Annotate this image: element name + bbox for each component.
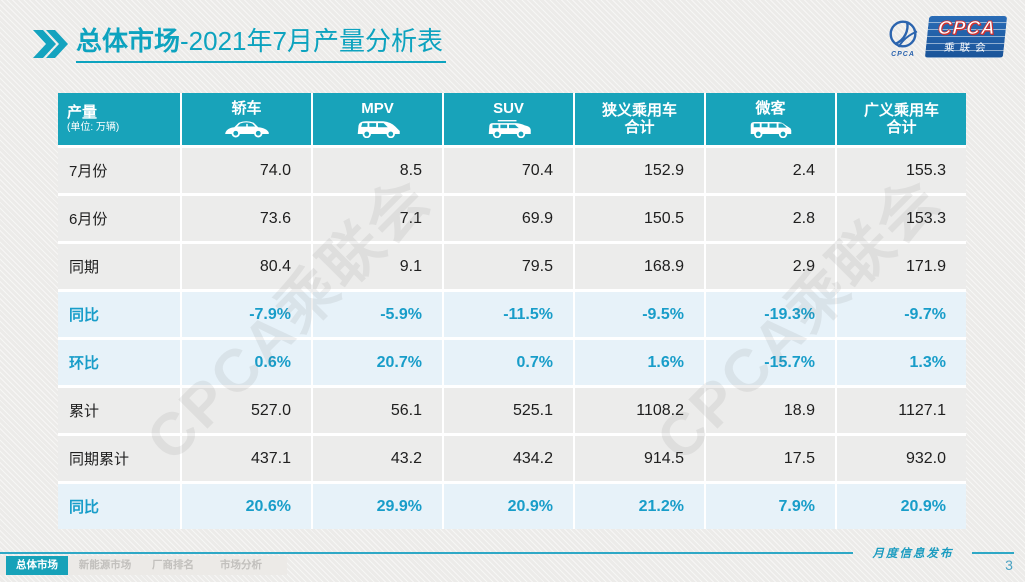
tab-market-analysis[interactable]: 市场分析 bbox=[220, 559, 262, 571]
cell-value: 74.0 bbox=[182, 148, 311, 193]
cell-value: 0.6% bbox=[182, 340, 311, 385]
header-cell-narrow-pv-total: 狭义乘用车 合计 bbox=[575, 93, 704, 145]
cell-value: 20.9% bbox=[837, 484, 966, 529]
cell-value: -11.5% bbox=[444, 292, 573, 337]
cell-value: 20.6% bbox=[182, 484, 311, 529]
double-chevron-icon bbox=[32, 30, 68, 63]
row-label: 环比 bbox=[58, 340, 180, 385]
header-cell-mpv: MPV bbox=[313, 93, 442, 145]
page-title: 总体市场-2021年7月产量分析表 bbox=[76, 25, 446, 63]
cell-value: 0.7% bbox=[444, 340, 573, 385]
table-row-yoy: 同比 -7.9% -5.9% -11.5% -9.5% -19.3% -9.7% bbox=[58, 292, 966, 337]
cpca-logo-box: CPCA 乘联会 bbox=[924, 16, 1008, 58]
cell-value: 153.3 bbox=[837, 196, 966, 241]
table-row-june: 6月份 73.6 7.1 69.9 150.5 2.8 153.3 bbox=[58, 196, 966, 241]
header-cell-suv: SUV bbox=[444, 93, 573, 145]
table-header-row: 产量 (单位: 万辆) 轿车 MPV bbox=[58, 93, 966, 145]
page-title-market: 总体市场 bbox=[76, 26, 181, 56]
row-label: 7月份 bbox=[58, 148, 180, 193]
cell-value: 914.5 bbox=[575, 436, 704, 481]
header-cell-sedan: 轿车 bbox=[182, 93, 311, 145]
cell-value: 9.1 bbox=[313, 244, 442, 289]
table-row-mom: 环比 0.6% 20.7% 0.7% 1.6% -15.7% 1.3% bbox=[58, 340, 966, 385]
cell-value: 437.1 bbox=[182, 436, 311, 481]
row-label: 同比 bbox=[58, 484, 180, 529]
cell-value: -9.5% bbox=[575, 292, 704, 337]
production-table: 产量 (单位: 万辆) 轿车 MPV bbox=[58, 93, 966, 529]
cell-value: 8.5 bbox=[313, 148, 442, 193]
cell-value: 20.7% bbox=[313, 340, 442, 385]
cell-value: 1.6% bbox=[575, 340, 704, 385]
cell-value: 152.9 bbox=[575, 148, 704, 193]
table-row-july: 7月份 74.0 8.5 70.4 152.9 2.4 155.3 bbox=[58, 148, 966, 193]
cell-value: 155.3 bbox=[837, 148, 966, 193]
cell-value: 70.4 bbox=[444, 148, 573, 193]
footer-rule-left bbox=[0, 552, 853, 554]
row-label: 6月份 bbox=[58, 196, 180, 241]
cell-value: 73.6 bbox=[182, 196, 311, 241]
page-title-suffix: -2021年7月产量分析表 bbox=[180, 26, 443, 56]
tab-overall-market[interactable]: 总体市场 bbox=[6, 556, 68, 575]
suv-icon bbox=[488, 120, 531, 138]
cell-value: 69.9 bbox=[444, 196, 573, 241]
cell-value: 29.9% bbox=[313, 484, 442, 529]
cell-value: 7.1 bbox=[313, 196, 442, 241]
footer-rule-right bbox=[972, 552, 1014, 554]
cell-value: 2.4 bbox=[706, 148, 835, 193]
cell-value: -5.9% bbox=[313, 292, 442, 337]
cell-value: 7.9% bbox=[706, 484, 835, 529]
cell-value: 80.4 bbox=[182, 244, 311, 289]
cell-value: -15.7% bbox=[706, 340, 835, 385]
page-number: 3 bbox=[1005, 557, 1013, 573]
cpca-logo: CPCA CPCA 乘联会 bbox=[882, 16, 1008, 58]
cpca-emblem-caption: CPCA bbox=[891, 51, 915, 58]
cell-value: 525.1 bbox=[444, 388, 573, 433]
cell-value: 43.2 bbox=[313, 436, 442, 481]
table-row-same-period: 同期 80.4 9.1 79.5 168.9 2.9 171.9 bbox=[58, 244, 966, 289]
table-row-same-period-cumulative: 同期累计 437.1 43.2 434.2 914.5 17.5 932.0 bbox=[58, 436, 966, 481]
cell-value: 2.8 bbox=[706, 196, 835, 241]
row-label: 累计 bbox=[58, 388, 180, 433]
mpv-icon bbox=[357, 121, 400, 138]
bottom-tabbar: 总体市场 新能源市场 厂商排名 市场分析 bbox=[0, 556, 287, 575]
cell-value: -19.3% bbox=[706, 292, 835, 337]
cpca-emblem-icon bbox=[889, 20, 918, 48]
cell-value: 20.9% bbox=[444, 484, 573, 529]
cell-value: -7.9% bbox=[182, 292, 311, 337]
cpca-cn-name: 乘联会 bbox=[943, 42, 992, 54]
cell-value: 2.9 bbox=[706, 244, 835, 289]
cell-value: 17.5 bbox=[706, 436, 835, 481]
cell-value: 56.1 bbox=[313, 388, 442, 433]
microvan-icon bbox=[750, 122, 791, 138]
cell-value: 79.5 bbox=[444, 244, 573, 289]
cell-value: 18.9 bbox=[706, 388, 835, 433]
cell-value: 434.2 bbox=[444, 436, 573, 481]
cell-value: 21.2% bbox=[575, 484, 704, 529]
row-label: 同期 bbox=[58, 244, 180, 289]
header-cell-unit: 产量 (单位: 万辆) bbox=[58, 93, 180, 145]
table-row-cumulative-yoy: 同比 20.6% 29.9% 20.9% 21.2% 7.9% 20.9% bbox=[58, 484, 966, 529]
cell-value: 527.0 bbox=[182, 388, 311, 433]
header-cell-broad-pv-total: 广义乘用车 合计 bbox=[837, 93, 966, 145]
cell-value: 1108.2 bbox=[575, 388, 704, 433]
table-row-cumulative: 累计 527.0 56.1 525.1 1108.2 18.9 1127.1 bbox=[58, 388, 966, 433]
header-cell-microvan: 微客 bbox=[706, 93, 835, 145]
cell-value: 1127.1 bbox=[837, 388, 966, 433]
row-label: 同比 bbox=[58, 292, 180, 337]
cell-value: 171.9 bbox=[837, 244, 966, 289]
cell-value: 150.5 bbox=[575, 196, 704, 241]
cpca-acronym: CPCA bbox=[937, 18, 997, 40]
cell-value: -9.7% bbox=[837, 292, 966, 337]
tab-nev-market[interactable]: 新能源市场 bbox=[78, 559, 132, 571]
cell-value: 1.3% bbox=[837, 340, 966, 385]
footer-note: 月度信息发布 bbox=[872, 546, 954, 560]
cell-value: 168.9 bbox=[575, 244, 704, 289]
cell-value: 932.0 bbox=[837, 436, 966, 481]
sedan-icon bbox=[224, 121, 269, 138]
cpca-emblem: CPCA bbox=[882, 16, 924, 58]
tab-manufacturer-ranking[interactable]: 厂商排名 bbox=[152, 559, 194, 571]
row-label: 同期累计 bbox=[58, 436, 180, 481]
